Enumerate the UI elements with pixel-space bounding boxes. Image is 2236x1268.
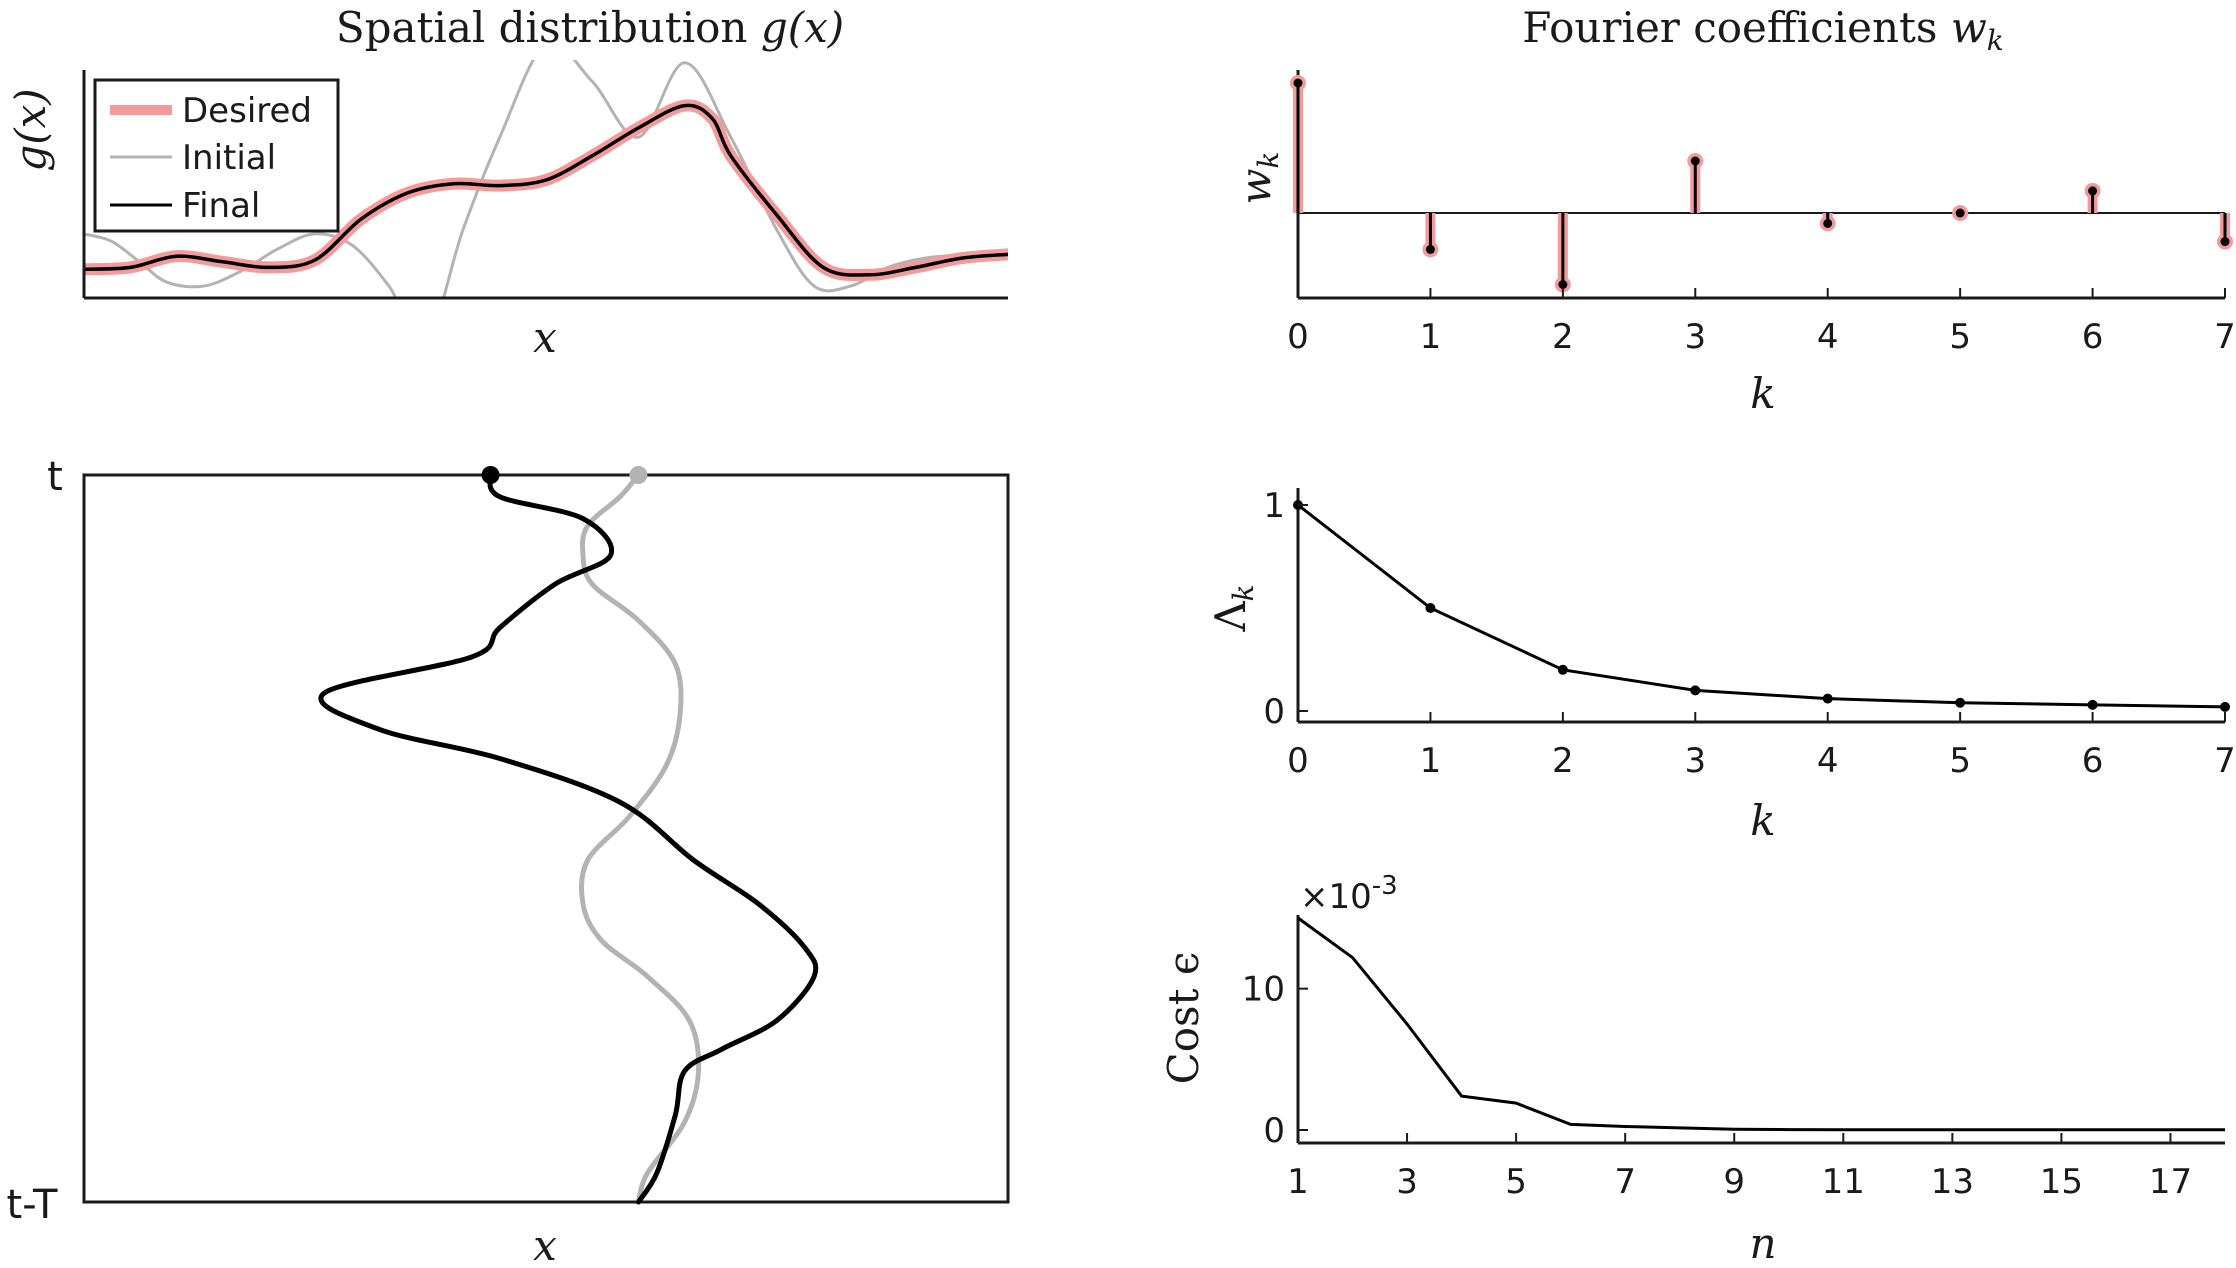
fourier-final-marker [1558, 280, 1568, 289]
fourier-x-tick-label: 0 [1287, 317, 1309, 357]
fourier-final-marker [1690, 156, 1700, 166]
lambda-marker [1955, 697, 1966, 708]
legend-final-label: Final [182, 186, 260, 226]
fourier-final-marker [2220, 237, 2230, 247]
fourier-x-tick-label: 1 [1420, 317, 1442, 357]
trajectory-frame [82, 473, 1010, 1204]
trajectory-final-path [318, 472, 819, 1205]
fourier-title: Fourier coefficients wk [1522, 3, 2003, 57]
lambda-plot-area: 0 1 2 3 4 5 6 7 0 1 [1263, 486, 2235, 781]
fourier-x-tick-label: 7 [2214, 317, 2236, 357]
lambda-x-tick-label: 5 [1949, 741, 1971, 781]
trajectory-initial-current-point [629, 466, 648, 484]
trajectory-ylabel-bottom: t-T [7, 1182, 58, 1228]
lambda-marker [2087, 699, 2098, 710]
lambda-marker [1425, 603, 1436, 613]
lambda-marker [2220, 701, 2230, 712]
lambda-ylabel: Λk [1206, 584, 1260, 632]
lambda-marker [1690, 685, 1701, 696]
spatial-ylabel: g(x) [6, 88, 55, 171]
trajectory-plot-area [318, 466, 819, 1205]
cost-x-tick-label: 17 [2149, 1162, 2192, 1202]
fourier-x-tick-label: 3 [1684, 317, 1706, 357]
cost-y-tick-label: 0 [1263, 1111, 1285, 1151]
spatial-initial-line [84, 60, 1008, 298]
cost-multiplier: ×10-3 [1300, 871, 1398, 917]
trajectory-panel: t t-T x [7, 454, 1010, 1268]
spatial-panel: Spatial distribution g(x) g(x) x Desired… [6, 3, 1008, 362]
fourier-panel: Fourier coefficients wk wk k 0 1 2 3 4 5 6 7 [1231, 3, 2236, 418]
lambda-panel: Λk k 0 1 2 3 4 5 6 7 0 1 [1206, 486, 2236, 845]
fourier-x-tick-label: 6 [2082, 317, 2104, 357]
trajectory-xlabel: x [533, 1221, 557, 1268]
lambda-x-tick-label: 6 [2082, 741, 2104, 781]
trajectory-initial-path [578, 472, 702, 1205]
spatial-xlabel: x [533, 313, 557, 362]
lambda-x-tick-label: 3 [1684, 741, 1706, 781]
fourier-x-tick-label: 4 [1817, 317, 1839, 357]
lambda-y-tick-label: 1 [1263, 486, 1285, 526]
cost-x-tick-label: 5 [1505, 1162, 1527, 1202]
lambda-marker [1822, 693, 1833, 704]
lambda-xlabel: k [1750, 796, 1775, 845]
lambda-marker [1557, 664, 1568, 675]
spatial-title: Spatial distribution g(x) [336, 3, 844, 52]
legend-initial-label: Initial [182, 138, 276, 178]
lambda-x-tick-label: 2 [1552, 741, 1574, 781]
fourier-ticks: 0 1 2 3 4 5 6 7 [1287, 288, 2236, 357]
fourier-x-tick-label: 5 [1949, 317, 1971, 357]
lambda-x-tick-label: 0 [1287, 741, 1309, 781]
lambda-x-tick-label: 7 [2214, 741, 2236, 781]
lambda-y-tick-label: 0 [1263, 692, 1285, 732]
cost-ylabel: Cost ϵ [1159, 952, 1208, 1085]
legend-desired-label: Desired [182, 91, 312, 131]
cost-x-tick-label: 11 [1822, 1162, 1865, 1202]
lambda-x-tick-label: 1 [1420, 741, 1442, 781]
fourier-ylabel: wk [1231, 152, 1285, 205]
cost-x-tick-label: 13 [1931, 1162, 1974, 1202]
cost-xlabel: n [1749, 1219, 1776, 1268]
trajectory-ylabel-top: t [47, 454, 63, 500]
fourier-final-marker [1425, 244, 1435, 254]
cost-x-tick-label: 15 [2040, 1162, 2083, 1202]
fourier-xlabel: k [1750, 369, 1775, 418]
fourier-final-marker [1823, 218, 1833, 228]
cost-x-tick-label: 7 [1614, 1162, 1636, 1202]
cost-x-tick-label: 1 [1287, 1162, 1309, 1202]
trajectory-final-current-point [481, 466, 500, 484]
lambda-line [1297, 503, 2226, 709]
cost-line [1297, 916, 2225, 1132]
spatial-final-line [84, 103, 1008, 277]
fourier-final-marker [1955, 208, 1965, 218]
fourier-x-tick-label: 2 [1552, 317, 1574, 357]
legend: Desired Initial Final [93, 78, 340, 233]
fourier-final-marker [1293, 78, 1303, 88]
fourier-final-marker [2088, 186, 2098, 196]
spatial-plot-area [84, 60, 1008, 298]
lambda-x-tick-label: 4 [1817, 741, 1839, 781]
cost-x-tick-label: 9 [1723, 1162, 1745, 1202]
fourier-stems [1290, 75, 2233, 293]
cost-x-tick-label: 3 [1396, 1162, 1418, 1202]
cost-y-tick-label: 10 [1242, 970, 1285, 1010]
